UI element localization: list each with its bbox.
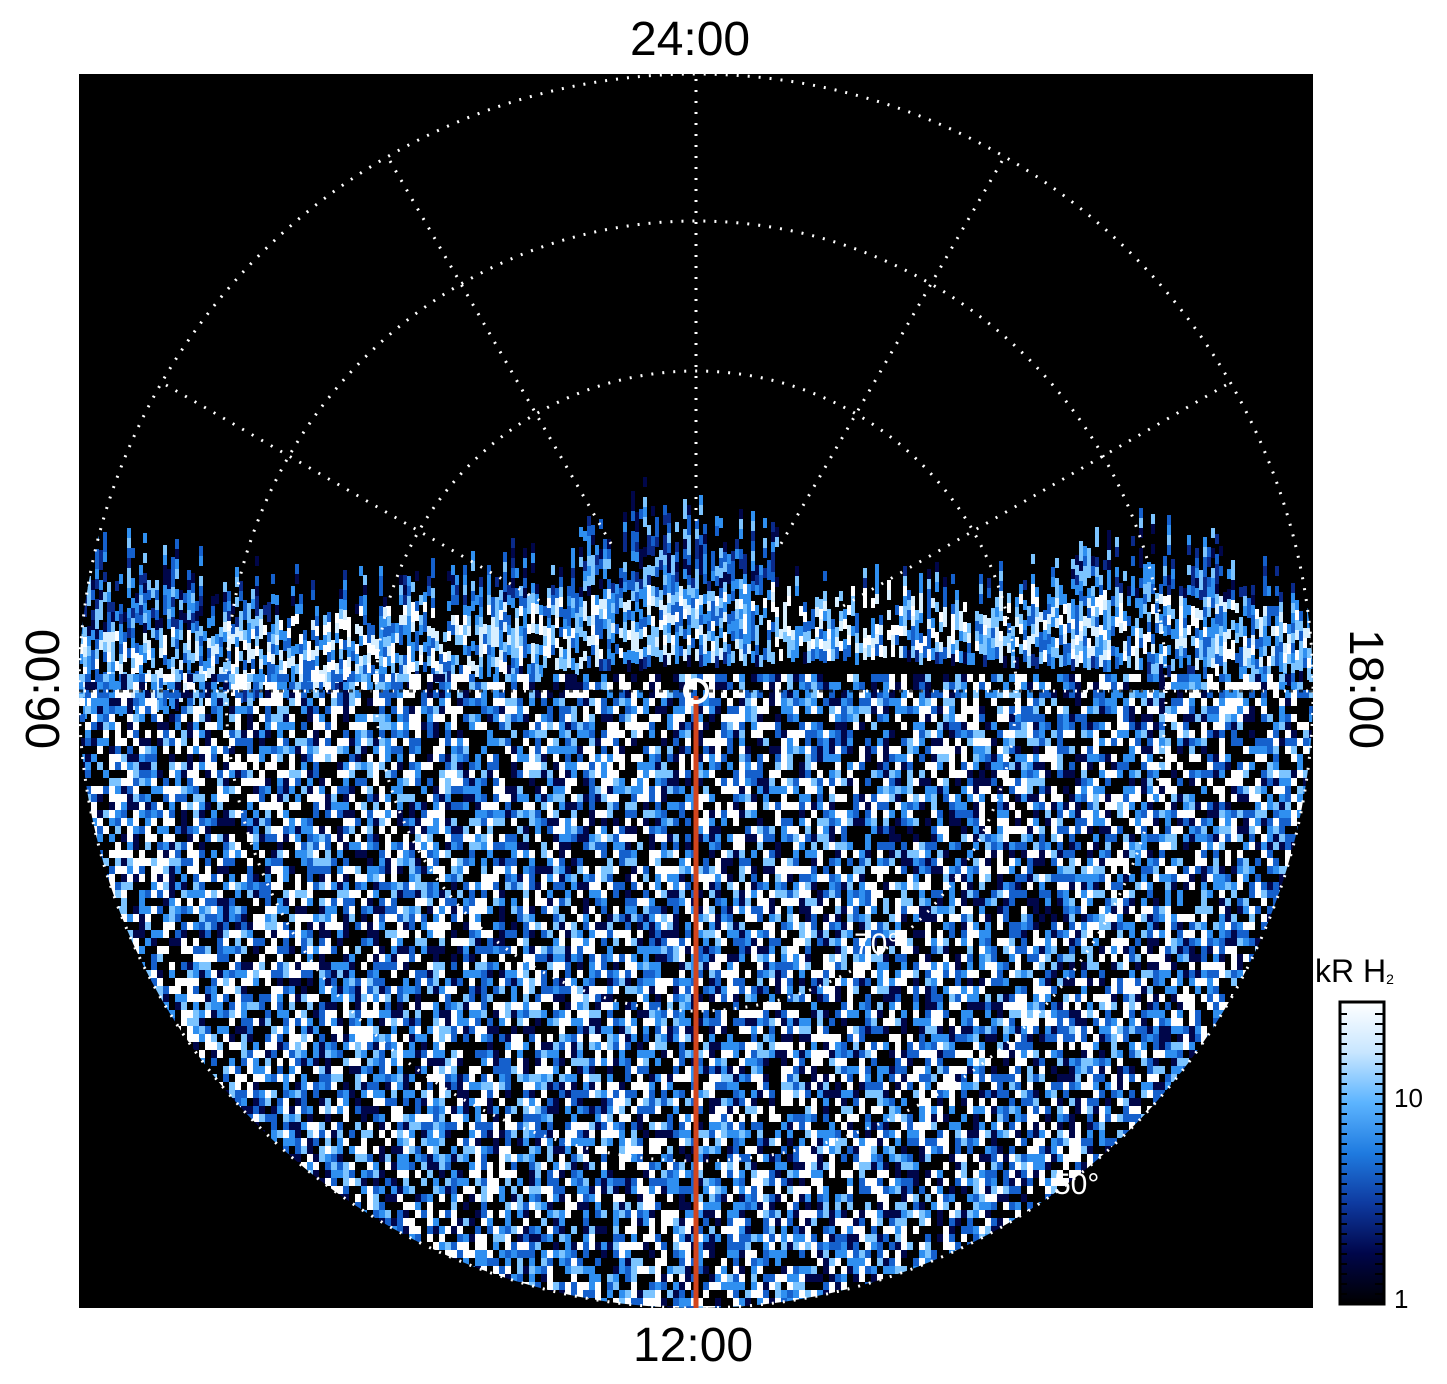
polar-projection-image: 70° 50° — [79, 74, 1313, 1308]
label-dawn: 06:00 — [17, 628, 70, 750]
colorbar-minor-ticks — [1340, 1013, 1384, 1295]
auroral-emission-texture — [79, 477, 1313, 1308]
colorbar-unit-main: kR H — [1315, 953, 1387, 989]
pole-marker — [683, 678, 709, 704]
colorbar — [1338, 1000, 1386, 1306]
label-midnight: 24:00 — [630, 13, 751, 66]
latitude-label-70: 70° — [854, 928, 899, 961]
colorbar-unit-subscript: 2 — [1386, 971, 1394, 987]
label-dusk: 18:00 — [1339, 628, 1392, 750]
colorbar-tick-1: 1 — [1394, 1284, 1409, 1314]
colorbar-tick-10: 10 — [1394, 1083, 1423, 1113]
latitude-label-50: 50° — [1054, 1168, 1099, 1201]
colorbar-unit-label: kR H2 — [1315, 955, 1394, 987]
label-noon: 12:00 — [633, 1319, 754, 1372]
